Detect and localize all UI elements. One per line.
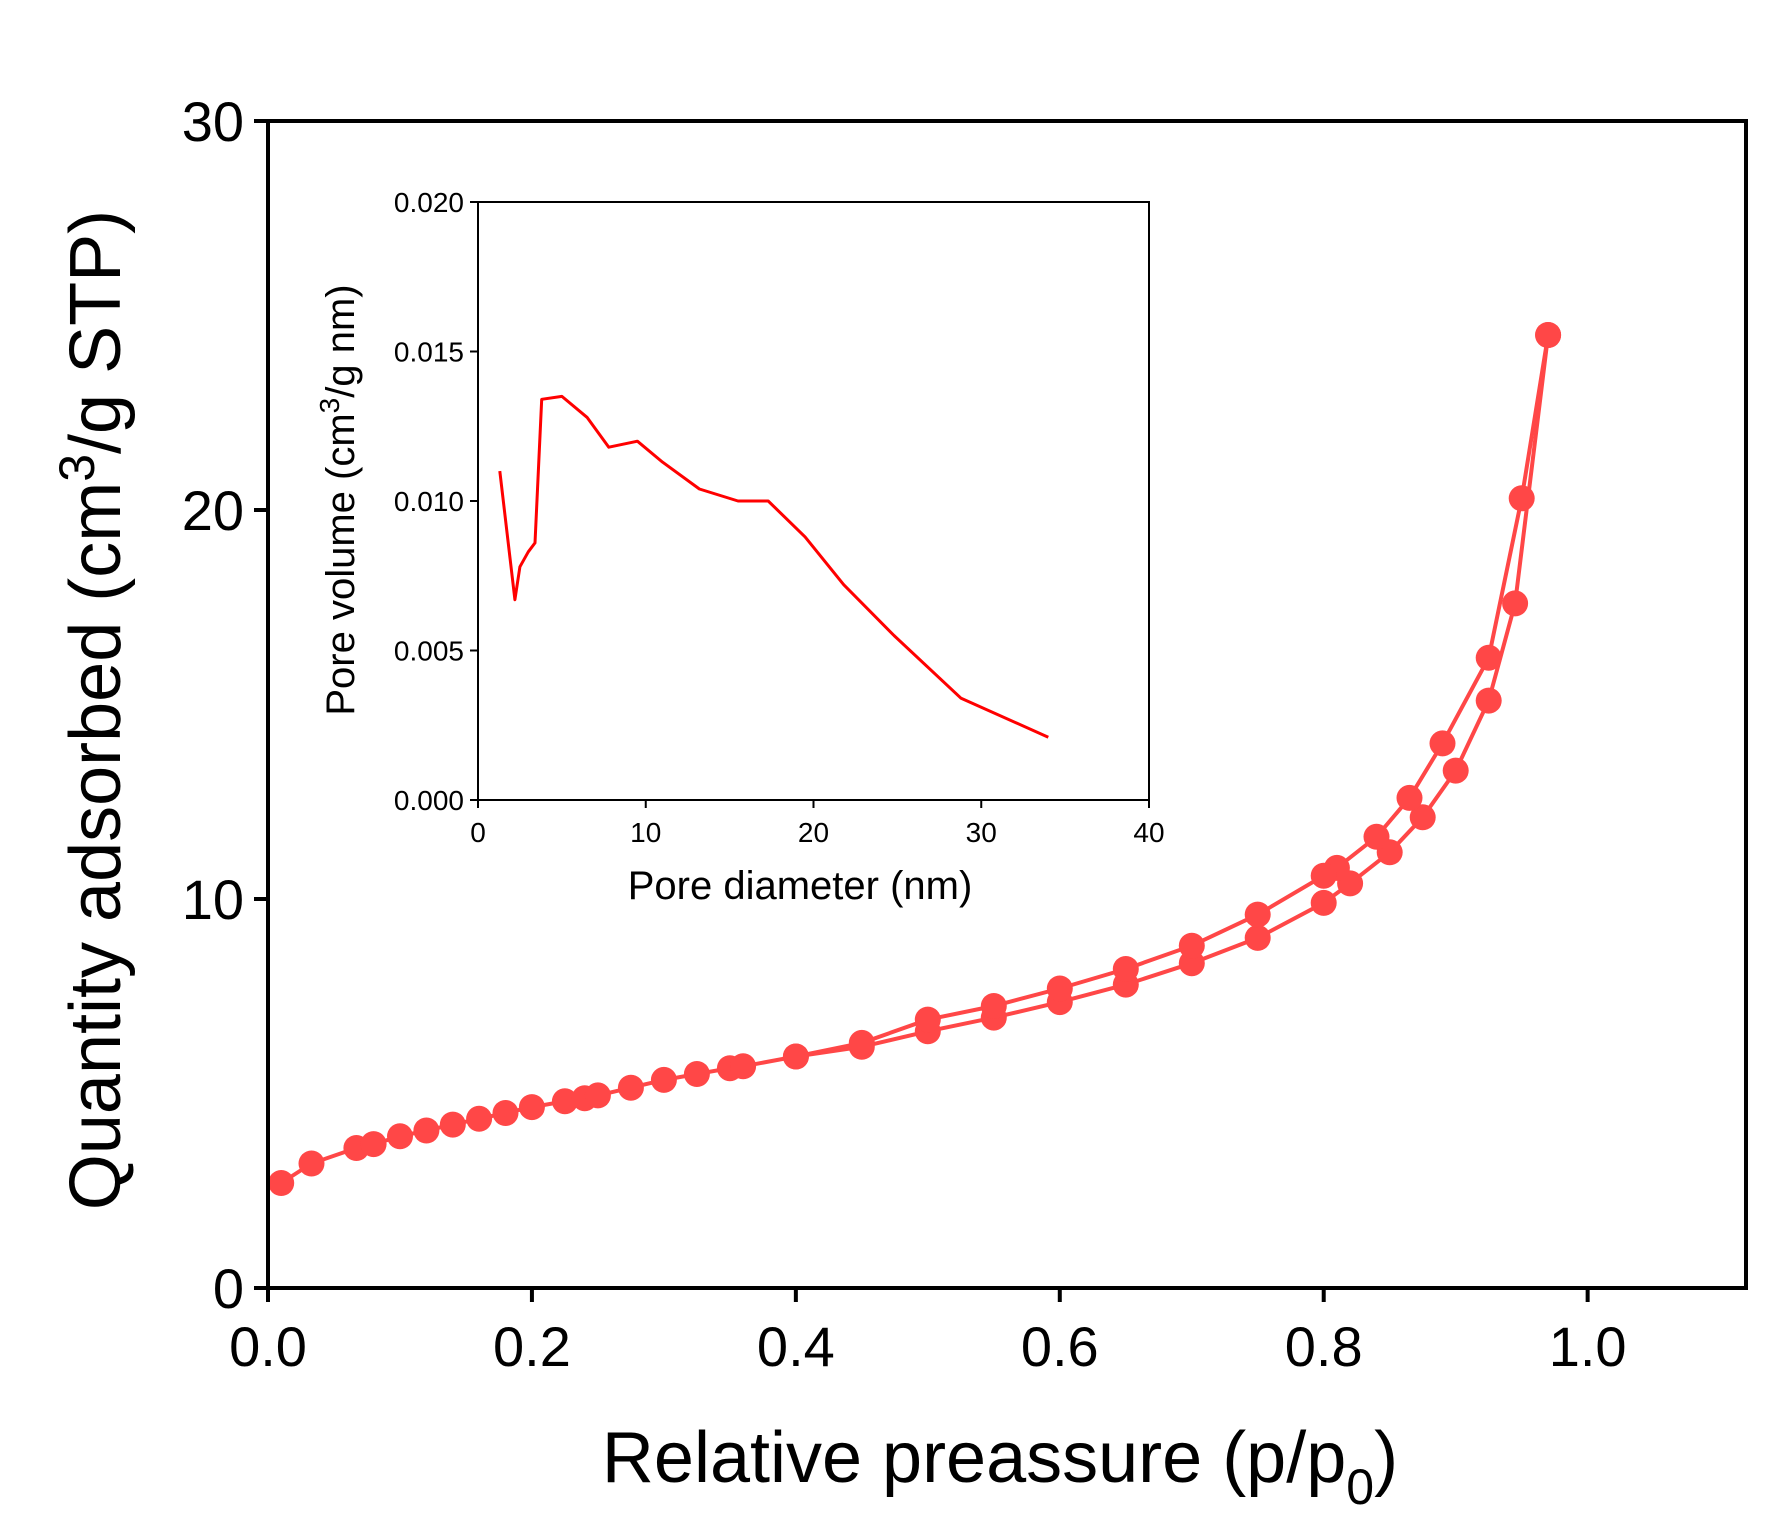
inset-y-tick-label: 0.015 bbox=[394, 337, 464, 368]
inset-x-tick-label: 10 bbox=[630, 817, 661, 848]
main-x-tick-label: 0.2 bbox=[493, 1315, 571, 1378]
inset-y-axis-title-suffix: /g nm) bbox=[319, 284, 363, 397]
main-x-tick-label: 0.8 bbox=[1285, 1315, 1363, 1378]
main-data-point bbox=[1112, 956, 1139, 982]
main-data-point bbox=[1409, 804, 1436, 831]
main-data-point bbox=[268, 1170, 295, 1196]
main-data-point bbox=[650, 1066, 677, 1093]
main-data-point bbox=[1502, 590, 1529, 617]
main-data-point bbox=[1508, 485, 1535, 512]
main-data-point bbox=[492, 1100, 519, 1126]
inset-x-tick-label: 30 bbox=[966, 817, 997, 848]
main-data-point bbox=[584, 1082, 611, 1109]
inset-x-axis: 0 10 20 30 40 bbox=[470, 800, 1165, 848]
inset-plot: 0 10 20 30 40 0.000 0.005 0.010 0.015 0.020 Pore… bbox=[314, 187, 1165, 908]
main-data-point bbox=[683, 1061, 710, 1087]
main-data-point bbox=[848, 1029, 875, 1056]
inset-y-axis: 0.000 0.005 0.010 0.015 0.020 bbox=[394, 187, 478, 816]
main-plot-frame bbox=[266, 119, 1748, 1290]
main-y-axis-title-superscript: 3 bbox=[49, 454, 105, 482]
inset-x-axis-title: Pore diameter (nm) bbox=[628, 864, 973, 908]
main-data-point bbox=[518, 1094, 545, 1121]
main-y-tick-label: 0 bbox=[213, 1257, 244, 1320]
main-data-point bbox=[1429, 730, 1456, 757]
main-data-point bbox=[1244, 924, 1271, 951]
inset-background bbox=[478, 202, 1149, 800]
main-x-tick-label: 0.0 bbox=[229, 1315, 307, 1378]
main-data-point bbox=[980, 993, 1007, 1019]
main-data-point bbox=[1178, 932, 1205, 959]
main-data-point bbox=[1475, 644, 1502, 671]
main-x-axis: 0.0 0.2 0.4 0.6 0.8 1.0 bbox=[229, 1288, 1627, 1378]
main-x-tick-label: 0.4 bbox=[757, 1315, 835, 1378]
main-data-point bbox=[1046, 975, 1073, 1002]
main-data-point bbox=[1535, 322, 1562, 348]
inset-x-tick-label: 20 bbox=[798, 817, 829, 848]
main-data-point bbox=[551, 1088, 578, 1115]
main-data-point bbox=[1310, 889, 1337, 916]
main-series-line-1 bbox=[795, 334, 1551, 1059]
inset-y-tick-label: 0.000 bbox=[394, 785, 464, 816]
main-data-point bbox=[466, 1105, 493, 1132]
main-data-point bbox=[617, 1074, 644, 1101]
main-data-point bbox=[439, 1111, 466, 1138]
main-data-point bbox=[1396, 784, 1423, 811]
inset-y-axis-title-superscript: 3 bbox=[314, 398, 345, 414]
main-y-tick-label: 20 bbox=[182, 479, 244, 542]
inset-series-layer bbox=[498, 394, 1049, 739]
main-data-point bbox=[387, 1123, 413, 1150]
main-x-axis-title: Relative preassure (p/p0) bbox=[602, 1418, 1398, 1515]
main-data-point bbox=[413, 1117, 440, 1144]
inset-series-line-0 bbox=[498, 394, 1049, 739]
main-data-point bbox=[730, 1053, 757, 1080]
main-data-point bbox=[1244, 901, 1271, 928]
inset-x-tick-label: 0 bbox=[470, 817, 486, 848]
main-y-axis-title-suffix: /g STP) bbox=[56, 210, 136, 454]
inset-y-tick-label: 0.010 bbox=[394, 486, 464, 517]
main-data-point bbox=[782, 1043, 809, 1070]
main-series-layer bbox=[268, 322, 1562, 1196]
main-x-tick-label: 1.0 bbox=[1549, 1315, 1627, 1378]
main-y-axis-title: Quantity adsorbed (cm3/g STP) bbox=[49, 210, 136, 1210]
main-x-axis-title-subscript: 0 bbox=[1346, 1459, 1374, 1515]
main-data-point bbox=[1363, 823, 1390, 850]
main-data-point bbox=[914, 1006, 941, 1033]
main-data-point bbox=[360, 1131, 387, 1158]
main-data-point bbox=[1475, 687, 1502, 714]
inset-y-tick-label: 0.020 bbox=[394, 187, 464, 218]
inset-y-axis-title: Pore volume (cm3/g nm) bbox=[314, 284, 363, 715]
main-data-point bbox=[1310, 862, 1337, 889]
main-x-tick-label: 0.6 bbox=[1021, 1315, 1099, 1378]
inset-x-tick-label: 40 bbox=[1133, 817, 1164, 848]
main-x-axis-title-suffix: ) bbox=[1374, 1418, 1398, 1498]
main-y-axis: 0 10 20 30 bbox=[182, 90, 268, 1320]
main-y-tick-label: 30 bbox=[182, 90, 244, 153]
main-data-point bbox=[1442, 757, 1469, 784]
inset-y-tick-label: 0.005 bbox=[394, 636, 464, 667]
main-y-tick-label: 10 bbox=[182, 868, 244, 931]
main-data-point bbox=[298, 1150, 325, 1177]
